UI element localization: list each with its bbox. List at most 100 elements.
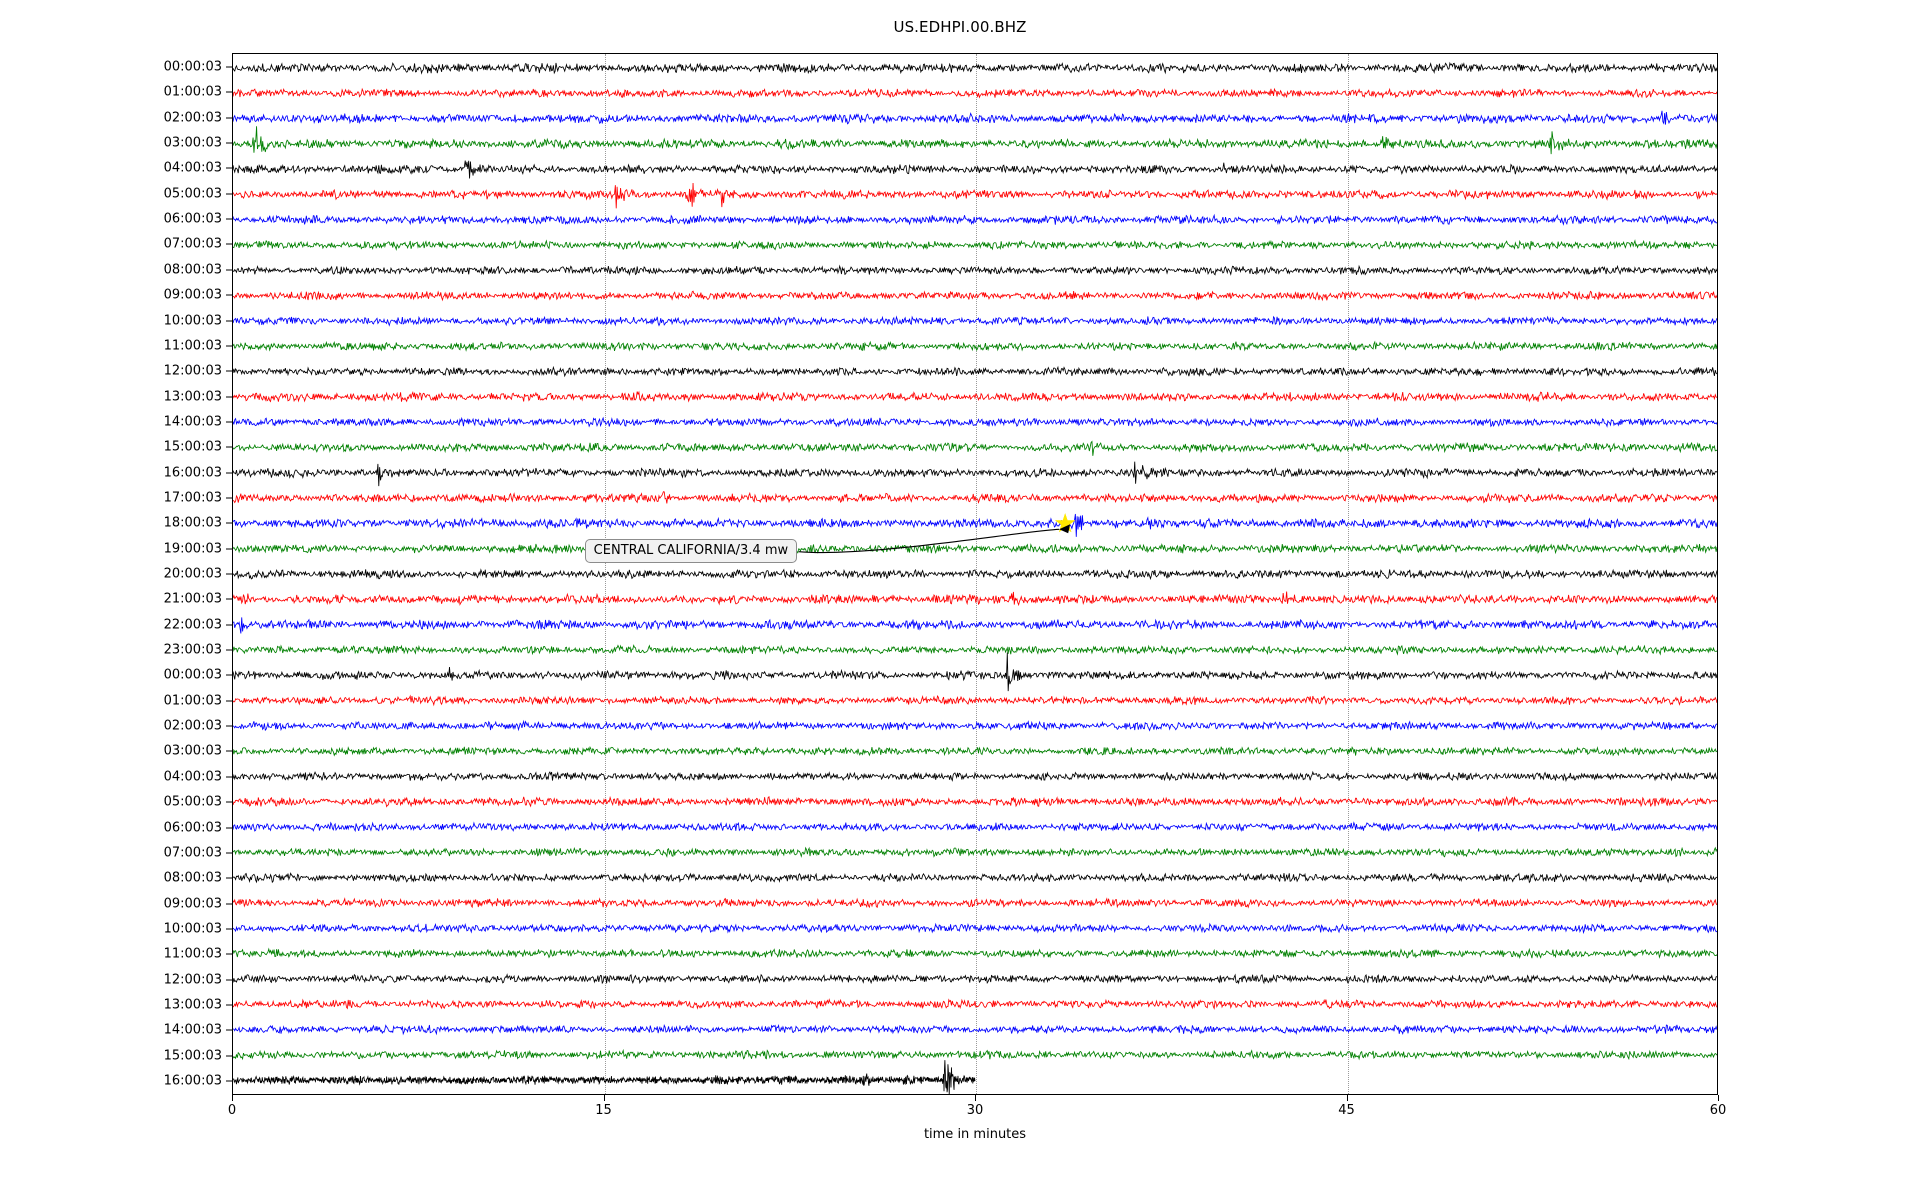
y-axis-tick — [226, 649, 233, 651]
seismic-trace — [233, 592, 1717, 605]
x-axis-tick-label: 30 — [966, 1103, 984, 1118]
seismic-trace — [233, 949, 1717, 958]
x-axis-tick — [975, 1095, 976, 1101]
seismic-trace — [233, 241, 1717, 250]
y-axis-tick — [226, 117, 233, 119]
y-axis-tick-label: 22:00:03 — [163, 617, 222, 633]
y-axis-tick — [226, 218, 233, 220]
gridline — [1347, 54, 1349, 1094]
x-axis-tick — [603, 1095, 605, 1101]
helicorder-plot: ★ CENTRAL CALIFORNIA/3.4 mw — [232, 53, 1718, 1095]
seismic-trace — [233, 823, 1717, 832]
x-axis-tick — [232, 1095, 233, 1101]
x-axis-tick-label: 0 — [227, 1103, 237, 1118]
seismic-trace — [233, 873, 1717, 882]
y-axis-tick-label: 13:00:03 — [163, 389, 222, 405]
y-axis-tick — [226, 700, 233, 702]
y-axis-tick-label: 17:00:03 — [163, 490, 222, 506]
y-axis-tick-label: 18:00:03 — [163, 515, 222, 531]
y-axis-tick — [226, 903, 233, 905]
seismic-trace — [233, 514, 1717, 537]
y-axis-tick — [226, 421, 233, 423]
seismic-trace — [233, 418, 1717, 427]
y-axis-tick — [226, 497, 233, 499]
seismic-trace — [233, 653, 1717, 692]
y-axis-tick-label: 09:00:03 — [163, 896, 222, 912]
y-axis-tick-label: 10:00:03 — [163, 921, 222, 937]
y-axis-tick-label: 14:00:03 — [163, 414, 222, 430]
y-axis-tick-label: 12:00:03 — [163, 972, 222, 988]
y-axis-tick — [226, 725, 233, 727]
trace-layer — [233, 54, 1717, 1094]
seismic-trace — [233, 442, 1717, 456]
seismic-trace — [233, 111, 1717, 125]
y-axis-tick — [226, 953, 233, 955]
seismic-trace — [233, 63, 1717, 73]
y-axis-tick-label: 01:00:03 — [163, 84, 222, 100]
y-axis-tick — [226, 598, 233, 600]
seismic-trace — [233, 316, 1717, 325]
earthquake-star-icon: ★ — [1053, 509, 1077, 540]
y-axis-tick-label: 08:00:03 — [163, 262, 222, 278]
y-axis-tick — [226, 396, 233, 398]
y-axis-tick — [226, 674, 233, 676]
seismic-trace — [233, 291, 1717, 300]
y-axis-tick — [226, 91, 233, 93]
y-axis-tick-label: 13:00:03 — [163, 997, 222, 1013]
x-axis-tick-label: 60 — [1709, 1103, 1727, 1118]
y-axis-tick-label: 04:00:03 — [163, 160, 222, 176]
x-axis-tick — [1346, 1095, 1348, 1101]
y-axis-tick — [226, 548, 233, 550]
y-axis-tick-label: 06:00:03 — [163, 211, 222, 227]
seismic-trace — [233, 266, 1717, 275]
y-axis-tick — [226, 472, 233, 474]
seismic-trace — [233, 392, 1717, 402]
seismic-trace — [233, 183, 1717, 208]
earthquake-annotation-label[interactable]: CENTRAL CALIFORNIA/3.4 mw — [584, 538, 798, 563]
y-axis-tick — [226, 167, 233, 169]
x-axis-tick-label: 15 — [595, 1103, 612, 1118]
y-axis-tick-label: 11:00:03 — [163, 338, 222, 354]
y-axis-tick-label: 02:00:03 — [163, 110, 222, 126]
y-axis-tick-label: 01:00:03 — [163, 693, 222, 709]
y-axis-tick-label: 02:00:03 — [163, 718, 222, 734]
y-axis-tick-label: 20:00:03 — [163, 566, 222, 582]
seismic-trace — [233, 645, 1717, 654]
annotation-layer: ★ CENTRAL CALIFORNIA/3.4 mw — [233, 54, 1717, 1094]
x-axis-tick-label: 45 — [1338, 1103, 1355, 1118]
y-axis-tick-label: 19:00:03 — [163, 541, 222, 557]
y-axis-tick — [226, 750, 233, 752]
y-axis-tick-label: 10:00:03 — [163, 313, 222, 328]
y-axis-tick — [226, 801, 233, 803]
y-axis-tick — [226, 776, 233, 778]
seismic-trace — [233, 367, 1717, 376]
y-axis-tick — [226, 320, 233, 321]
y-axis-tick-label: 07:00:03 — [163, 845, 222, 861]
y-axis-tick — [226, 142, 233, 144]
y-axis-tick — [226, 827, 233, 828]
seismic-trace — [233, 848, 1717, 857]
seismic-trace — [233, 747, 1717, 756]
y-axis-tick-label: 23:00:03 — [163, 642, 222, 658]
y-axis-tick-label: 14:00:03 — [163, 1022, 222, 1038]
seismic-trace — [233, 215, 1717, 225]
seismic-trace — [233, 569, 1717, 579]
y-axis-tick-label: 06:00:03 — [163, 820, 222, 835]
seismic-trace — [233, 617, 1717, 633]
y-axis-tick — [226, 66, 233, 68]
seismic-trace — [233, 1050, 1717, 1059]
y-axis-tick — [226, 345, 233, 347]
y-axis-tick — [226, 928, 233, 930]
y-axis-tick — [226, 446, 233, 448]
y-axis-tick-label: 12:00:03 — [163, 363, 222, 379]
y-axis-tick-label: 11:00:03 — [163, 946, 222, 962]
seismic-trace — [233, 721, 1717, 730]
seismic-trace — [233, 898, 1717, 907]
seismic-trace — [233, 797, 1717, 807]
y-axis-tick — [226, 243, 233, 245]
y-axis-tick — [226, 1029, 233, 1031]
y-axis-tick — [226, 370, 233, 372]
y-axis-tick-label: 00:00:03 — [163, 59, 222, 75]
seismic-trace — [233, 924, 1717, 933]
